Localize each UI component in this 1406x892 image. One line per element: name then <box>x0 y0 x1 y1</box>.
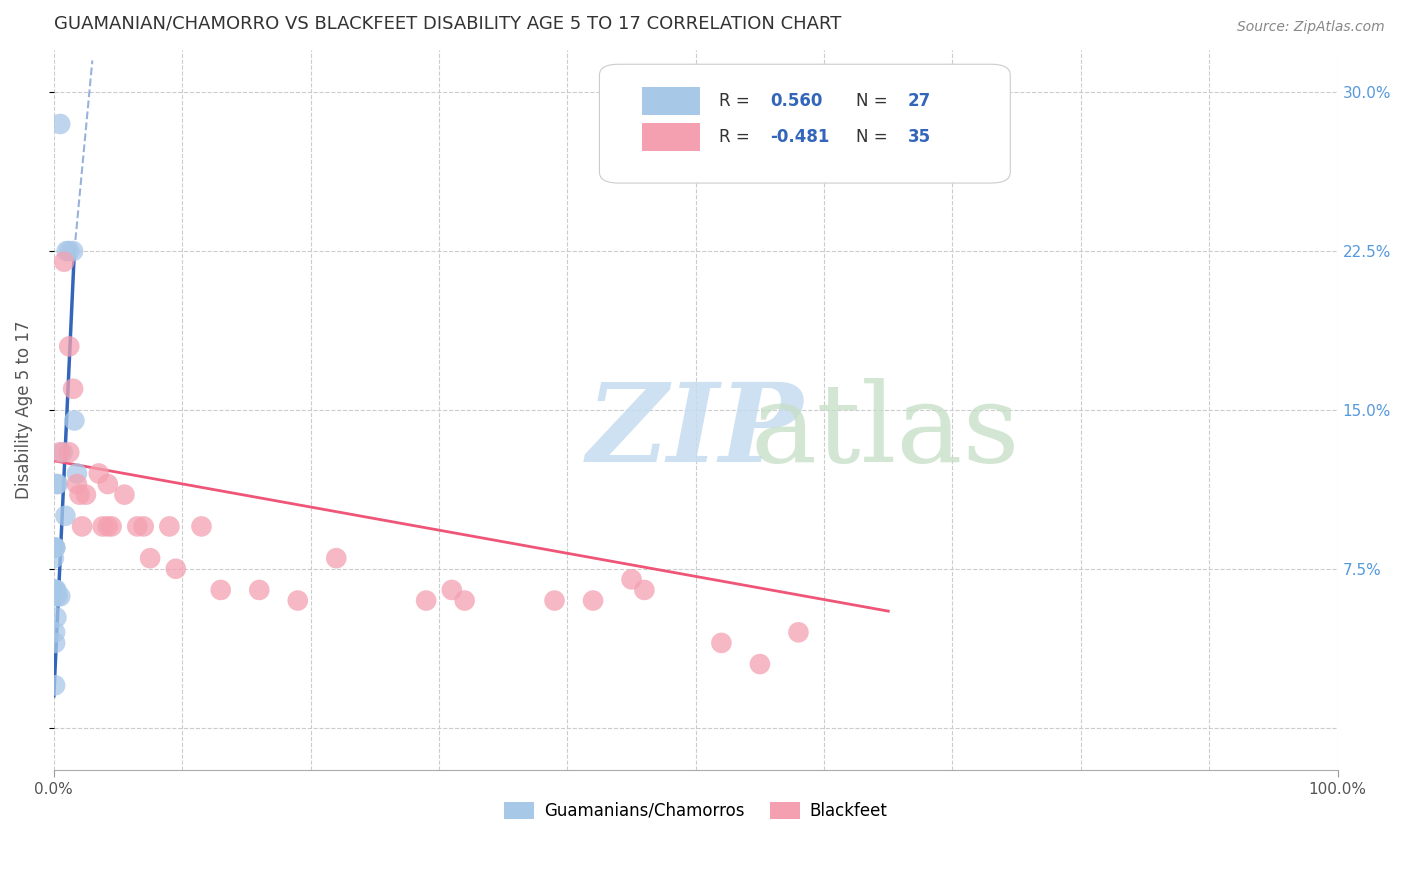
Point <box>46 590 69 604</box>
Point <box>132 519 155 533</box>
Text: N =: N = <box>856 128 887 146</box>
Text: 27: 27 <box>907 92 931 110</box>
Point <box>66 467 89 481</box>
Point <box>543 593 565 607</box>
Point <box>44 590 66 604</box>
Point <box>69 488 91 502</box>
Point <box>165 562 187 576</box>
Point <box>415 593 437 607</box>
Bar <box>641 123 700 151</box>
Point <box>55 244 77 258</box>
Point <box>44 636 66 650</box>
Text: GUAMANIAN/CHAMORRO VS BLACKFEET DISABILITY AGE 5 TO 17 CORRELATION CHART: GUAMANIAN/CHAMORRO VS BLACKFEET DISABILI… <box>53 15 841 33</box>
Point <box>52 445 75 459</box>
Point <box>157 519 180 533</box>
Point <box>453 593 475 607</box>
Point <box>63 413 86 427</box>
Point <box>62 244 84 258</box>
Point <box>97 519 120 533</box>
Y-axis label: Disability Age 5 to 17: Disability Age 5 to 17 <box>15 320 32 500</box>
Point <box>44 541 66 555</box>
Point <box>58 244 80 258</box>
Text: Source: ZipAtlas.com: Source: ZipAtlas.com <box>1237 20 1385 34</box>
Point <box>190 519 212 533</box>
Point <box>75 488 97 502</box>
Point <box>620 573 643 587</box>
Point <box>62 382 84 396</box>
Point <box>582 593 605 607</box>
Point <box>247 582 270 597</box>
Point <box>710 636 733 650</box>
FancyBboxPatch shape <box>599 64 1011 183</box>
Point <box>42 582 65 597</box>
Text: R =: R = <box>718 128 749 146</box>
Point <box>70 519 93 533</box>
Point <box>55 508 77 523</box>
Point <box>45 610 67 624</box>
Point <box>44 582 66 597</box>
Point <box>49 117 72 131</box>
Point <box>45 477 67 491</box>
Point <box>44 541 66 555</box>
Point <box>44 625 66 640</box>
Point <box>49 590 72 604</box>
Point <box>127 519 149 533</box>
Point <box>49 445 72 459</box>
Point <box>97 477 120 491</box>
Point <box>139 551 162 566</box>
Text: 0.560: 0.560 <box>770 92 823 110</box>
Text: ZIP: ZIP <box>586 378 803 485</box>
Point <box>100 519 122 533</box>
Point <box>440 582 463 597</box>
Point <box>44 582 66 597</box>
Text: -0.481: -0.481 <box>770 128 830 146</box>
Point <box>44 678 66 692</box>
Point <box>58 445 80 459</box>
Point <box>114 488 136 502</box>
Bar <box>641 87 700 115</box>
Point <box>209 582 232 597</box>
Point <box>91 519 114 533</box>
Point <box>787 625 810 640</box>
Point <box>46 477 69 491</box>
Point <box>633 582 655 597</box>
Point <box>287 593 309 607</box>
Text: atlas: atlas <box>751 378 1021 485</box>
Point <box>66 477 89 491</box>
Point <box>325 551 347 566</box>
Point <box>748 657 770 671</box>
Point <box>87 467 110 481</box>
Point <box>42 582 65 597</box>
Point <box>58 339 80 353</box>
Text: R =: R = <box>718 92 749 110</box>
Point <box>42 551 65 566</box>
Point <box>44 541 66 555</box>
Point <box>44 582 66 597</box>
Text: N =: N = <box>856 92 887 110</box>
Point <box>53 254 76 268</box>
Legend: Guamanians/Chamorros, Blackfeet: Guamanians/Chamorros, Blackfeet <box>498 795 894 827</box>
Text: 35: 35 <box>907 128 931 146</box>
Point <box>45 582 67 597</box>
